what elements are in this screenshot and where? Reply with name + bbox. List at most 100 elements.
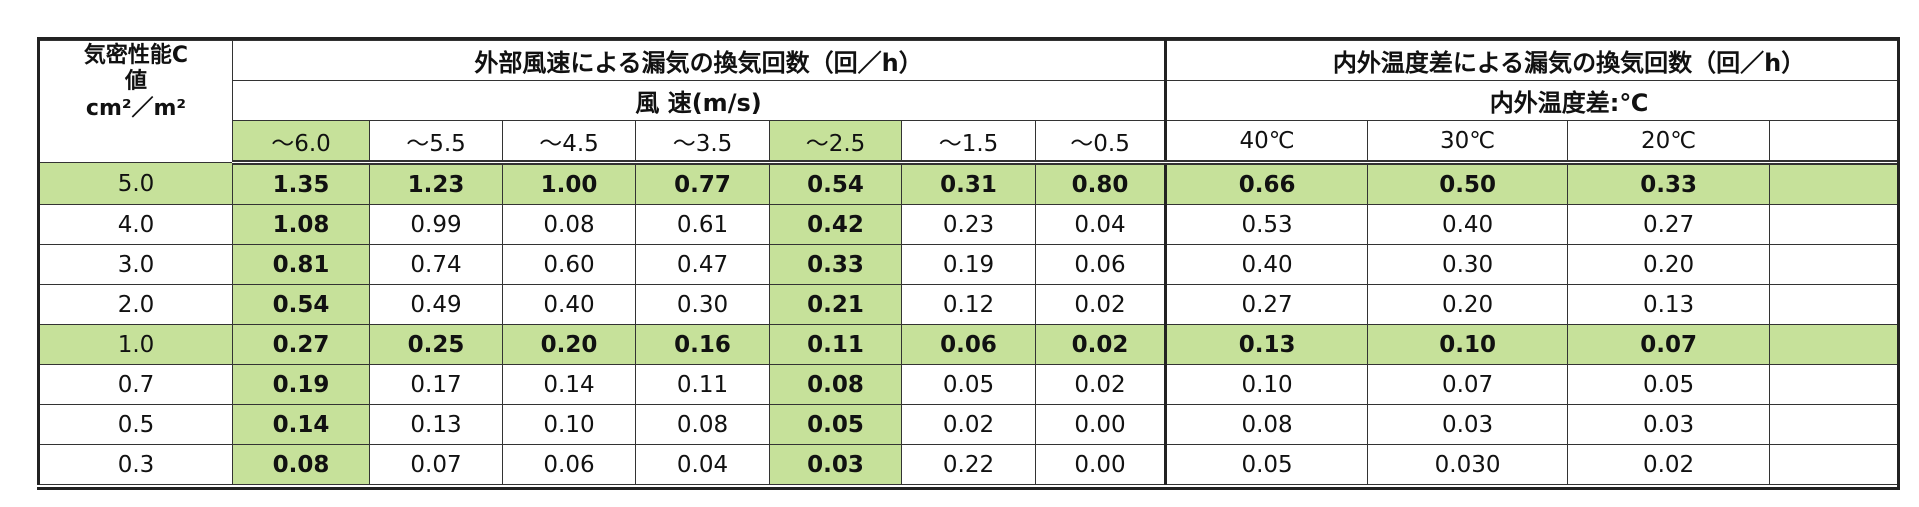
column-header: 10℃ — [1769, 120, 1897, 165]
cell: 0.14 — [232, 404, 370, 445]
cell: 0.05 — [901, 364, 1036, 405]
cell: 0.08 — [232, 444, 370, 485]
cell: 0.12 — [901, 284, 1036, 325]
cell: 0.00 — [1034, 444, 1167, 485]
cell: 0.80 — [1034, 162, 1167, 205]
row-label: 0.3 — [37, 444, 233, 485]
cell: 0.07 — [1567, 324, 1771, 365]
cell: 0.25 — [369, 324, 503, 365]
cell: 0.20 — [1367, 284, 1569, 325]
cell: 0.02 — [1034, 284, 1167, 325]
cell: 0.05 — [1164, 444, 1369, 485]
cell: 0.40 — [1164, 244, 1369, 285]
cell: 0.27 — [1567, 204, 1771, 245]
cell: 0.20 — [502, 324, 636, 365]
header-row: 気密性能C 値 cm²／m² 外部風速による漏気の換気回数（回／h） 内外温度差による漏… — [37, 40, 1897, 163]
cell: 0.30 — [635, 284, 770, 325]
cell: 0.60 — [502, 244, 636, 285]
cell: 0.53 — [1164, 204, 1369, 245]
cell: 0.03 — [1567, 404, 1771, 445]
data-row: 0.7 0.19 0.17 0.14 0.11 0.08 0.05 0.02 0.10 0.07 0… — [37, 364, 1897, 405]
cell: 0.13 — [1769, 204, 1897, 245]
cell: 0.009 — [1769, 404, 1897, 445]
table-frame: 気密性能C 値 cm²／m² 外部風速による漏気の換気回数（回／h） 内外温度差による漏… — [37, 37, 1900, 490]
cell: 0.40 — [1367, 204, 1569, 245]
cell: 0.19 — [901, 244, 1036, 285]
cell: 0.54 — [232, 284, 370, 325]
cell: 0.77 — [635, 162, 770, 205]
header-row: ～6.0～5.5～4.5～3.5～2.5～1.5～0.540℃30℃20℃10℃ — [39, 120, 1897, 165]
cell: 0.13 — [1164, 324, 1369, 365]
cell: 0.30 — [1367, 244, 1569, 285]
cell: 0.47 — [635, 244, 770, 285]
corner-header: 気密性能C 値 cm²／m² — [37, 40, 233, 163]
cell: 0.02 — [1034, 364, 1167, 405]
cell: 0.00 — [1034, 404, 1167, 445]
cell: 0.40 — [502, 284, 636, 325]
column-header: 40℃ — [1164, 120, 1369, 165]
data-row: 0.5 0.14 0.13 0.10 0.08 0.05 0.02 0.00 0.08 0.03 0… — [37, 404, 1897, 445]
row-label: 4.0 — [37, 204, 233, 245]
cell: 0.19 — [232, 364, 370, 405]
column-header: 20℃ — [1567, 120, 1771, 165]
cell: 0.10 — [1164, 364, 1369, 405]
cell: 0.66 — [1164, 162, 1369, 205]
air-change-table: 気密性能C 値 cm²／m² 外部風速による漏気の換気回数（回／h） 内外温度差による漏… — [37, 40, 1897, 485]
cell: 0.03 — [1769, 324, 1897, 365]
cell: 0.08 — [769, 364, 902, 405]
cell: 0.07 — [1367, 364, 1569, 405]
cell: 0.33 — [769, 244, 902, 285]
cell: 0.33 — [1567, 162, 1771, 205]
data-row: 3.0 0.81 0.74 0.60 0.47 0.33 0.19 0.06 0.40 0.30 0… — [37, 244, 1897, 285]
corner-line: 値 — [124, 69, 147, 95]
cell: 0.74 — [369, 244, 503, 285]
cell: 0.02 — [1034, 324, 1167, 365]
cell: 1.23 — [369, 162, 503, 205]
cell: 0.16 — [635, 324, 770, 365]
cell: 0.99 — [369, 204, 503, 245]
cell: 0.06 — [502, 444, 636, 485]
cell: 0.08 — [1164, 404, 1369, 445]
cell: 0.20 — [1567, 244, 1771, 285]
cell: 0.21 — [769, 284, 902, 325]
cell: 0.02 — [901, 404, 1036, 445]
cell: 0.54 — [769, 162, 902, 205]
cell: 0.08 — [635, 404, 770, 445]
cell: 1.08 — [232, 204, 370, 245]
column-header: ～1.5 — [901, 120, 1036, 165]
cell: 0.10 — [1367, 324, 1569, 365]
cell: 0.06 — [1034, 244, 1167, 285]
column-header: ～2.5 — [769, 120, 902, 165]
cell: 0.04 — [1034, 204, 1167, 245]
row-label: 3.0 — [37, 244, 233, 285]
data-row: 2.0 0.54 0.49 0.40 0.30 0.21 0.12 0.02 0.27 0.20 0… — [37, 284, 1897, 325]
cell: 0.81 — [232, 244, 370, 285]
cell: 0.11 — [635, 364, 770, 405]
corner-line: 気密性能C — [83, 43, 189, 68]
cell: 0.13 — [369, 404, 503, 445]
column-header: ～5.5 — [369, 120, 503, 165]
cell: 0.42 — [769, 204, 902, 245]
cell: 1.00 — [502, 162, 636, 205]
cell: 1.35 — [232, 162, 370, 205]
column-header: ～3.5 — [635, 120, 770, 165]
row-label: 2.0 — [37, 284, 233, 325]
cell: 0.17 — [369, 364, 503, 405]
cell: 0.005 — [1769, 444, 1897, 485]
row-label: 5.0 — [37, 162, 233, 205]
column-header: ～4.5 — [502, 120, 636, 165]
cell: 0.02 — [1567, 444, 1771, 485]
cell: 0.17 — [1769, 162, 1897, 205]
cell: 0.50 — [1367, 162, 1569, 205]
column-header: ～6.0 — [232, 120, 370, 165]
cell: 0.04 — [635, 444, 770, 485]
cell: 0.03 — [769, 444, 902, 485]
row-label: 0.7 — [37, 364, 233, 405]
cell: 0.08 — [502, 204, 636, 245]
data-row: 0.3 0.08 0.07 0.06 0.04 0.03 0.22 0.00 0.05 0.030… — [37, 444, 1897, 485]
cell: 0.06 — [901, 324, 1036, 365]
cell: 0.31 — [901, 162, 1036, 205]
cell: 0.05 — [1567, 364, 1771, 405]
cell: 0.61 — [635, 204, 770, 245]
